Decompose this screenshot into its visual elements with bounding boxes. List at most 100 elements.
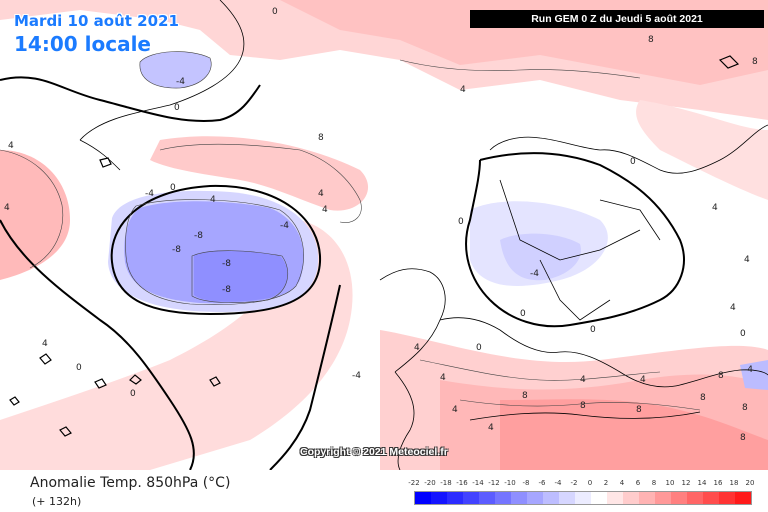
contour-label: 4: [322, 205, 328, 215]
legend-tick-row: -22 -20 -18 -16 -14 -12 -10 -8 -6 -4 -2 0 2 4 6 8 10 12 14…: [408, 479, 754, 489]
contour-label: -8: [222, 285, 231, 295]
legend-tick-label: -14: [472, 479, 484, 487]
contour-label: 4: [318, 189, 324, 199]
contour-label: 8: [636, 405, 642, 415]
contour-label: 8: [742, 403, 748, 413]
contour-label: 4: [460, 85, 466, 95]
contour-label: 8: [318, 133, 324, 143]
legend-tick-label: 8: [651, 479, 657, 487]
contour-label: -4: [280, 221, 289, 231]
legend-swatch: [511, 492, 527, 504]
contour-label: 8: [648, 35, 654, 45]
legend-swatch: [559, 492, 575, 504]
contour-label: 4: [8, 141, 14, 151]
field-title: Anomalie Temp. 850hPa (°C): [30, 475, 231, 491]
contour-label: -8: [222, 259, 231, 269]
contour-label: 0: [130, 389, 136, 399]
contour-label: 4: [440, 373, 446, 383]
forecast-time-title: 14:00 locale: [14, 32, 151, 56]
legend-tick-label: 14: [697, 479, 707, 487]
contour-label: 4: [712, 203, 718, 213]
contour-label: 0: [590, 325, 596, 335]
legend-swatch: [655, 492, 671, 504]
contour-label: 4: [730, 303, 736, 313]
legend-tick-label: -4: [554, 479, 562, 487]
legend-swatch: [415, 492, 431, 504]
contour-label: 0: [458, 217, 464, 227]
legend-swatch: [527, 492, 543, 504]
contour-label: 0: [476, 343, 482, 353]
contour-label: 8: [718, 371, 724, 381]
legend-tick-label: 0: [587, 479, 593, 487]
legend-swatch: [703, 492, 719, 504]
anomaly-map: 0 -4 0 4 -4 0 4 8 4 4 -4 -8 -8 -8 -8 -4 …: [0, 0, 768, 470]
contour-label: -4: [352, 371, 361, 381]
legend-tick-label: -6: [538, 479, 546, 487]
legend-swatch: [639, 492, 655, 504]
map-canvas: 0 -4 0 4 -4 0 4 8 4 4 -4 -8 -8 -8 -8 -4 …: [0, 0, 768, 470]
contour-label: 8: [700, 393, 706, 403]
legend-swatch: [575, 492, 591, 504]
contour-label: -8: [172, 245, 181, 255]
contour-label: -4: [145, 189, 154, 199]
legend-tick-label: 2: [603, 479, 609, 487]
contour-label: -4: [744, 365, 753, 375]
contour-label: 8: [752, 57, 758, 67]
legend-swatch: [719, 492, 735, 504]
contour-label: 4: [580, 375, 586, 385]
legend-tick-label: 18: [729, 479, 739, 487]
contour-label: 4: [488, 423, 494, 433]
legend-tick-label: -12: [488, 479, 500, 487]
coastlines: [79, 0, 768, 470]
contour-label: 8: [580, 401, 586, 411]
warm-anomaly-fields: [0, 0, 768, 470]
legend-tick-label: 4: [619, 479, 625, 487]
legend-swatch: [623, 492, 639, 504]
isotherm-contours: [0, 51, 701, 411]
contour-label: 8: [522, 391, 528, 401]
legend-swatch: [463, 492, 479, 504]
legend-tick-label: -2: [570, 479, 578, 487]
legend-swatch: [687, 492, 703, 504]
legend-swatch: [591, 492, 607, 504]
copyright-text: Copyright © 2021 Meteociel.fr: [300, 446, 448, 458]
legend-color-bar: [414, 491, 752, 505]
legend-tick-label: 16: [713, 479, 723, 487]
legend-tick-label: 6: [635, 479, 641, 487]
contour-label: -4: [176, 77, 185, 87]
contour-label: 4: [4, 203, 10, 213]
contour-label: 4: [210, 195, 216, 205]
islands: [9, 55, 740, 437]
legend-swatch: [495, 492, 511, 504]
contour-label: 0: [272, 7, 278, 17]
legend-swatch: [735, 492, 751, 504]
legend-swatch: [607, 492, 623, 504]
contour-label: 0: [174, 103, 180, 113]
contour-label: -4: [530, 269, 539, 279]
contour-label: 4: [744, 255, 750, 265]
legend-tick-label: -10: [504, 479, 516, 487]
legend-swatch: [671, 492, 687, 504]
legend-swatch: [479, 492, 495, 504]
legend-swatch: [431, 492, 447, 504]
contour-label: 8: [740, 433, 746, 443]
lead-time-label: (+ 132h): [32, 495, 82, 508]
color-legend: -22 -20 -18 -16 -14 -12 -10 -8 -6 -4 -2 0 2 4 6 8 10 12 14…: [408, 479, 754, 507]
contour-label: 4: [42, 339, 48, 349]
legend-tick-label: 12: [681, 479, 691, 487]
legend-tick-label: -20: [424, 479, 436, 487]
legend-tick-label: -22: [408, 479, 420, 487]
legend-tick-label: 20: [745, 479, 755, 487]
contour-labels: 0 -4 0 4 -4 0 4 8 4 4 -4 -8 -8 -8 -8 -4 …: [4, 7, 758, 443]
legend-tick-label: -16: [456, 479, 468, 487]
contour-label: -8: [194, 231, 203, 241]
legend-tick-label: -8: [522, 479, 530, 487]
contour-label: 4: [452, 405, 458, 415]
contour-label: 4: [640, 375, 646, 385]
model-run-banner: Run GEM 0 Z du Jeudi 5 août 2021: [470, 10, 764, 28]
contour-label: 0: [630, 157, 636, 167]
forecast-date-title: Mardi 10 août 2021: [14, 12, 179, 30]
contour-label: 0: [520, 309, 526, 319]
contour-label: 0: [170, 183, 176, 193]
